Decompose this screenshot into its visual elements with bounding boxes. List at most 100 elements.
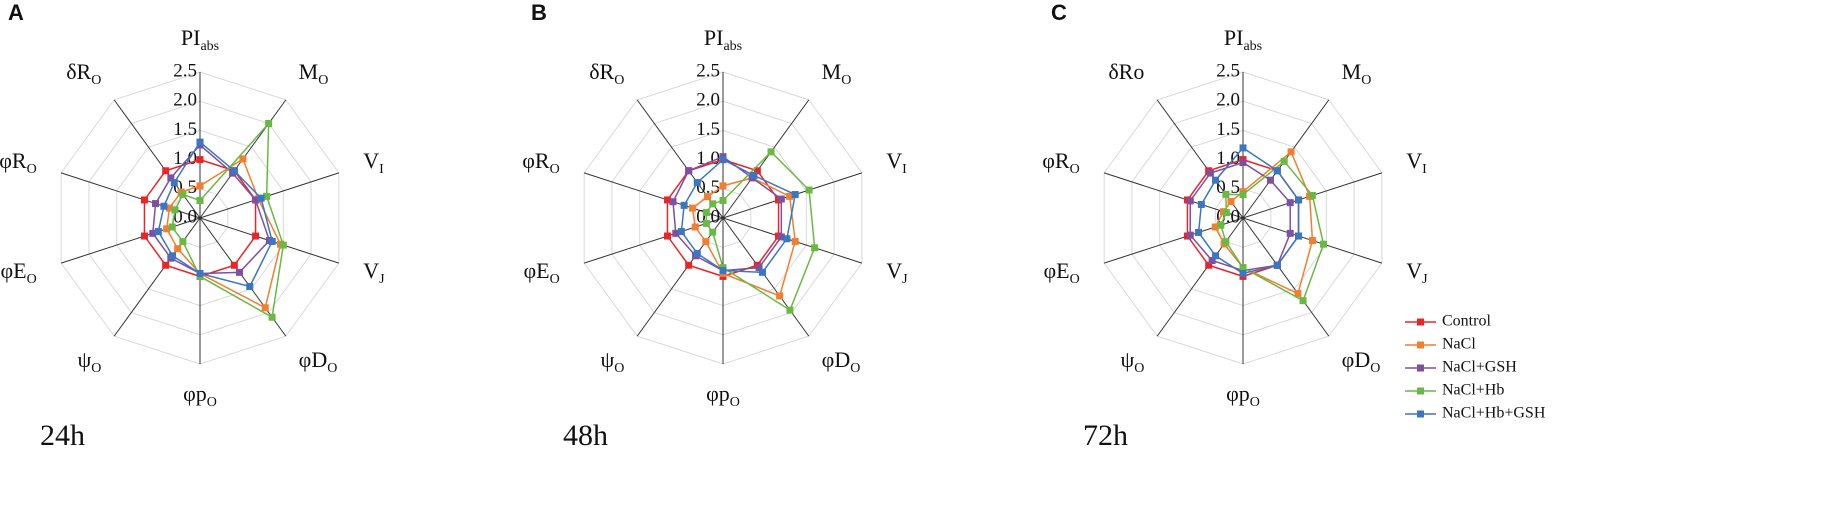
axis-label-sub: O [91, 361, 101, 376]
marker [791, 191, 799, 199]
axis-label: φDO [299, 347, 338, 376]
axis-label-sub: O [327, 361, 337, 376]
marker [1294, 290, 1302, 298]
axis-label-sub: J [1422, 272, 1428, 287]
axis-spoke [583, 172, 724, 219]
marker [693, 179, 701, 187]
marker [1217, 221, 1225, 229]
axis-label-main: φR [522, 148, 550, 173]
marker [680, 201, 688, 209]
axis-label-main: φE [0, 258, 26, 283]
r-tick-label: 0.5 [1216, 177, 1240, 198]
time-label: 24h [40, 419, 85, 452]
marker [171, 206, 179, 214]
marker [719, 267, 727, 275]
marker [786, 306, 794, 314]
axis-label-sub: O [614, 361, 624, 376]
legend-label: Control [1442, 313, 1491, 330]
marker [1205, 261, 1213, 269]
axis-label-main: M [299, 59, 319, 84]
axis-spoke [113, 217, 201, 337]
marker [1186, 231, 1194, 239]
axis-label-sub: O [550, 162, 560, 177]
axis-label-main: φp [706, 381, 730, 406]
r-tick-label: 2.0 [1216, 90, 1240, 111]
axis-label-main: φE [523, 258, 549, 283]
axis-label: MO [822, 59, 852, 88]
axis-spoke [1103, 172, 1244, 219]
marker [196, 138, 204, 146]
axis-label: PIabs [704, 25, 742, 54]
marker [811, 244, 819, 252]
marker [719, 182, 727, 190]
marker [1320, 240, 1328, 248]
marker [719, 196, 727, 204]
marker [777, 195, 785, 203]
axis-label-sub: I [379, 162, 384, 177]
r-tick-label: 1.0 [696, 148, 720, 169]
marker [1197, 200, 1205, 208]
axis-label-sub: O [27, 162, 37, 177]
legend-label: NaCl+Hb+GSH [1442, 405, 1546, 422]
axis-spoke [636, 217, 724, 337]
marker [691, 223, 699, 231]
marker [758, 268, 766, 276]
marker [1208, 257, 1216, 265]
marker [235, 268, 243, 276]
axis-label: ψO [600, 347, 624, 376]
marker [239, 155, 247, 163]
marker [791, 237, 799, 245]
axis-label: δRO [66, 59, 101, 88]
marker [672, 229, 680, 237]
axis-label: VJ [886, 258, 908, 287]
axis-label: MO [299, 59, 329, 88]
axis-label-sub: O [850, 361, 860, 376]
series-line [1189, 161, 1291, 272]
axis-spoke [722, 99, 810, 219]
marker [685, 167, 693, 175]
axis-label-sub: O [550, 272, 560, 287]
marker [268, 313, 276, 321]
axis-label: φRO [1042, 148, 1080, 177]
legend-marker [1417, 318, 1424, 326]
marker [1222, 190, 1230, 198]
marker [1273, 167, 1281, 175]
axis-label-sub: O [1070, 272, 1080, 287]
marker [268, 237, 276, 245]
marker [252, 196, 260, 204]
marker [230, 261, 238, 269]
axis-label: φRO [0, 148, 37, 177]
axis-label-main: δR [589, 59, 614, 84]
time-label: 72h [1083, 419, 1128, 452]
axis-label-sub: O [1370, 361, 1380, 376]
marker [704, 193, 712, 201]
axis-label: VI [363, 148, 384, 177]
marker [1295, 232, 1303, 240]
marker [1239, 269, 1247, 277]
marker [1299, 297, 1307, 305]
marker [1273, 261, 1281, 269]
marker [1287, 148, 1295, 156]
marker [165, 204, 173, 212]
axis-label-sub: O [1070, 162, 1080, 177]
marker [154, 228, 162, 236]
axis-label-main: φp [1226, 381, 1250, 406]
marker [169, 252, 177, 260]
marker [1308, 237, 1316, 245]
axis-label-sub: O [27, 272, 37, 287]
marker [1280, 157, 1288, 165]
axis-spoke [1242, 217, 1330, 337]
marker [1227, 197, 1235, 205]
marker [1186, 197, 1194, 205]
marker [265, 120, 273, 128]
marker [261, 304, 269, 312]
r-tick-label: 2.5 [696, 60, 720, 81]
axis-label: VI [886, 148, 907, 177]
marker [750, 171, 758, 179]
axis-label: ψO [1120, 347, 1144, 376]
axis-label: φDO [822, 347, 861, 376]
axis-label-main: V [1406, 258, 1422, 283]
r-tick-label: 1.5 [696, 119, 720, 140]
axis-label: ψO [77, 347, 101, 376]
